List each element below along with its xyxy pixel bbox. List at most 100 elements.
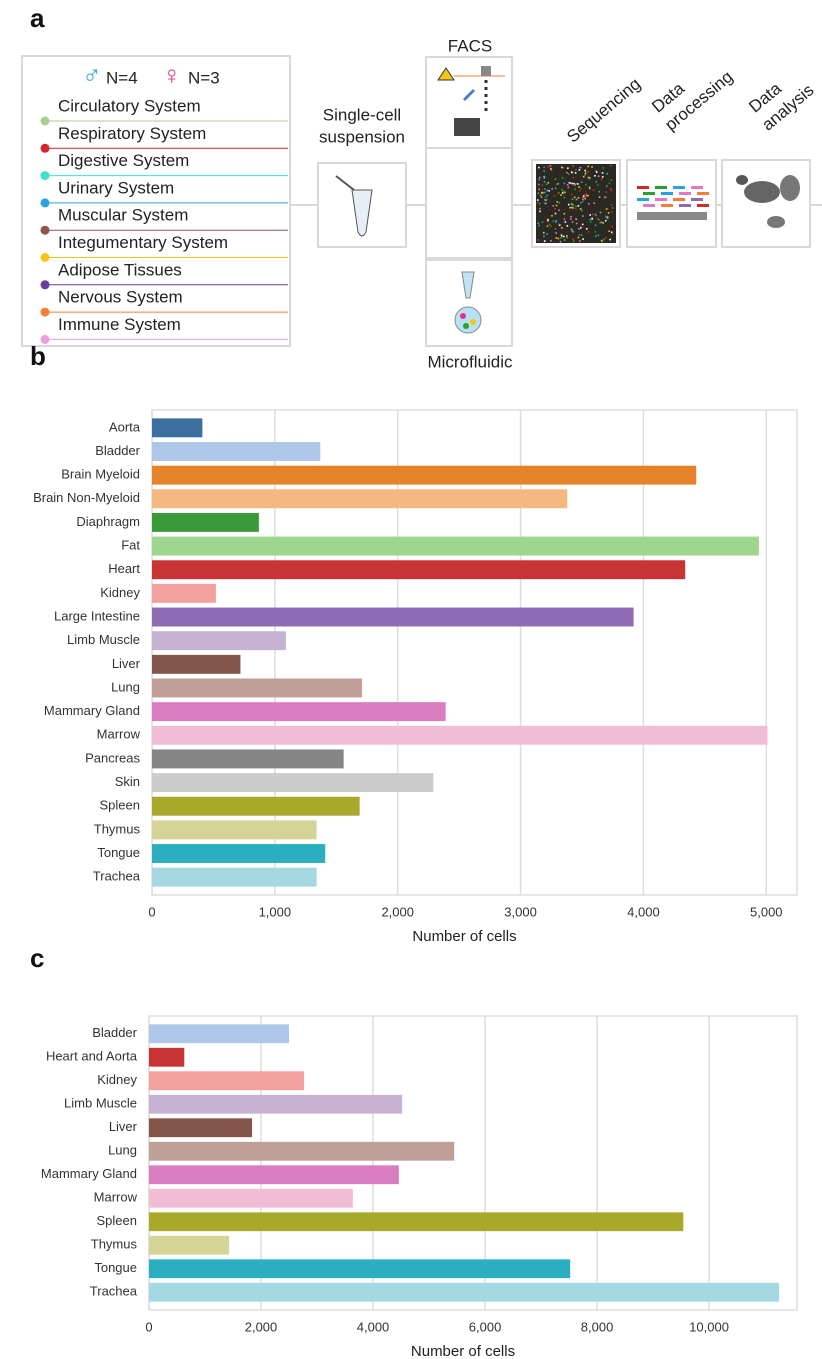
- spot: [561, 227, 563, 229]
- spot: [552, 205, 555, 207]
- spot: [580, 226, 582, 229]
- processing-box: [626, 159, 717, 248]
- spot: [558, 191, 560, 194]
- x-tick-label: 0: [148, 904, 155, 919]
- spot: [572, 165, 574, 167]
- spot: [551, 214, 553, 217]
- spot: [595, 235, 597, 237]
- x-axis-label: Number of cells: [412, 928, 516, 945]
- spot: [573, 182, 575, 185]
- spot: [539, 202, 541, 205]
- spot: [570, 202, 573, 205]
- spot: [595, 170, 597, 172]
- spot: [598, 190, 600, 193]
- spot: [570, 170, 573, 173]
- spot: [571, 203, 573, 206]
- spot: [538, 183, 540, 186]
- bar: [149, 1118, 253, 1138]
- cluster-icon: [744, 181, 780, 203]
- spot: [575, 168, 577, 171]
- x-tick-label: 4,000: [357, 1319, 390, 1334]
- spot: [583, 195, 585, 197]
- spot: [564, 221, 567, 223]
- y-tick-label: Liver: [112, 656, 141, 671]
- read: [637, 198, 649, 201]
- spot: [557, 182, 559, 185]
- spot: [597, 234, 600, 237]
- spot: [610, 204, 613, 206]
- spot: [572, 184, 575, 186]
- read: [697, 192, 709, 195]
- system-list: Circulatory System Respiratory System Dige…: [40, 96, 288, 344]
- spot: [611, 207, 614, 209]
- nozzle: [481, 66, 491, 76]
- system-dot: [40, 171, 50, 181]
- x-tick-label: 5,000: [750, 904, 783, 919]
- spot: [575, 222, 578, 225]
- spot: [610, 231, 613, 234]
- system-dot: [40, 116, 50, 126]
- spot: [608, 230, 610, 232]
- spot: [537, 192, 540, 194]
- system-name: Integumentary System: [58, 233, 228, 252]
- spot: [605, 208, 608, 210]
- bar: [152, 442, 321, 461]
- x-axis-label: Number of cells: [411, 1343, 515, 1359]
- spot: [560, 194, 562, 196]
- spot: [558, 224, 561, 226]
- spot: [545, 189, 548, 192]
- spot: [594, 224, 597, 227]
- spot: [555, 232, 557, 234]
- y-tick-label: Brain Non-Myeloid: [33, 490, 140, 505]
- read: [661, 192, 673, 195]
- spot: [605, 237, 607, 239]
- bar: [152, 867, 317, 887]
- bar: [152, 465, 697, 485]
- suspension-label: Single-cell: [323, 105, 401, 124]
- spot: [547, 220, 549, 222]
- spot: [582, 238, 584, 240]
- panel-label: b: [30, 341, 46, 371]
- spot: [581, 223, 584, 226]
- spot: [571, 230, 574, 233]
- spot: [591, 217, 593, 220]
- spot: [537, 202, 539, 204]
- spot: [597, 217, 599, 220]
- spot: [592, 189, 595, 191]
- y-tick-label: Tongue: [94, 1260, 137, 1275]
- system-box: [21, 55, 291, 347]
- spot: [587, 194, 589, 197]
- x-tick-label: 2,000: [381, 904, 414, 919]
- spot: [550, 168, 553, 171]
- spot: [595, 180, 598, 183]
- bead: [470, 319, 476, 325]
- spot: [589, 218, 592, 221]
- spot: [571, 206, 573, 209]
- x-tick-label: 6,000: [469, 1319, 502, 1334]
- spot: [570, 215, 572, 218]
- spot: [558, 202, 561, 204]
- bar: [149, 1024, 290, 1044]
- spot: [567, 186, 570, 189]
- spot: [595, 214, 598, 217]
- spot: [574, 207, 577, 210]
- spot: [556, 183, 558, 186]
- spot: [550, 239, 552, 242]
- spot: [578, 233, 581, 236]
- y-tick-label: Kidney: [97, 1072, 137, 1087]
- reference-bar: [637, 212, 707, 220]
- spot: [580, 234, 583, 237]
- spot: [569, 206, 571, 209]
- x-tick-label: 1,000: [259, 904, 292, 919]
- read: [655, 198, 667, 201]
- spot: [587, 170, 590, 173]
- spot: [546, 225, 549, 227]
- plate-icon: [454, 118, 480, 136]
- spot: [563, 239, 566, 241]
- cluster-icon: [736, 175, 748, 185]
- spot: [603, 238, 605, 241]
- spot: [548, 223, 551, 226]
- spot: [575, 205, 577, 208]
- spot: [600, 239, 603, 242]
